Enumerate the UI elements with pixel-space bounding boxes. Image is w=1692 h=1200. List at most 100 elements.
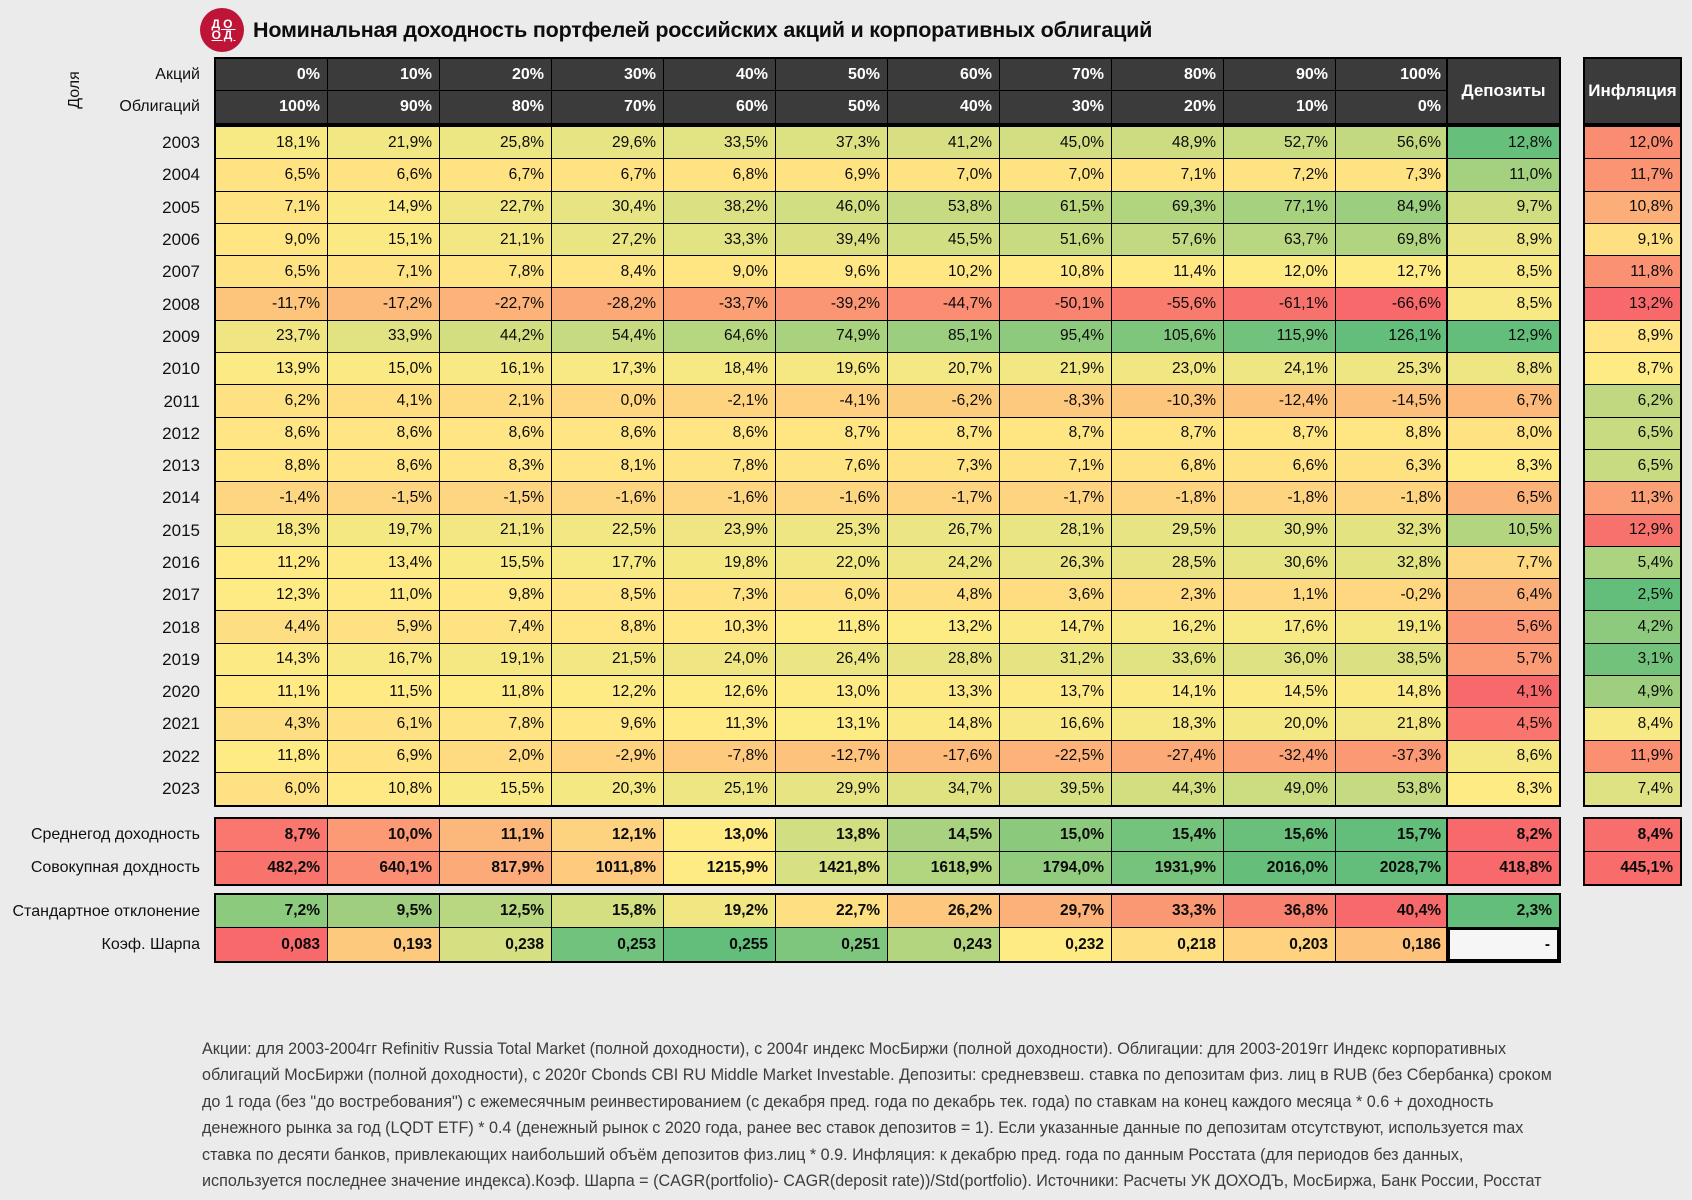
year-label: 2023 xyxy=(162,779,200,799)
return-cell: -1,7% xyxy=(1000,482,1112,515)
stocks-share-cell: 10% xyxy=(328,59,440,91)
summary-cell: 0,243 xyxy=(888,928,1000,961)
return-cell: -1,6% xyxy=(552,482,664,515)
return-cell: 15,5% xyxy=(440,546,552,580)
return-cell: 25,8% xyxy=(440,127,552,160)
summary-labels-risk: Стандартное отклонение Коэф. Шарпа xyxy=(0,893,207,961)
return-cell: 6,9% xyxy=(328,740,440,773)
return-cell: 25,3% xyxy=(1336,353,1448,386)
return-cell: -2,9% xyxy=(552,740,664,773)
return-cell: -22,7% xyxy=(440,288,552,321)
deposit-cell: 8,3% xyxy=(1448,772,1559,806)
return-cell: 15,5% xyxy=(440,772,552,806)
return-cell: 13,7% xyxy=(1000,676,1112,709)
stocks-share-cell: 100% xyxy=(1336,59,1448,91)
return-cell: 25,3% xyxy=(776,514,888,547)
return-cell: 19,1% xyxy=(440,643,552,677)
return-cell: 12,3% xyxy=(216,579,328,612)
return-cell: 8,5% xyxy=(552,579,664,612)
bonds-share-cell: 60% xyxy=(664,91,776,123)
dohod-logo-icon: ДО ОД xyxy=(200,8,244,52)
bonds-share-cell: 20% xyxy=(1112,91,1224,123)
deposit-cell: 12,9% xyxy=(1448,320,1559,354)
return-cell: 38,2% xyxy=(664,191,776,224)
summary-cell: 36,8% xyxy=(1224,895,1336,928)
inflation-column-header: Инфляция xyxy=(1583,57,1682,125)
return-cell: -50,1% xyxy=(1000,288,1112,321)
return-cell: 7,6% xyxy=(776,449,888,483)
return-cell: 95,4% xyxy=(1000,320,1112,354)
deposit-cell: 8,0% xyxy=(1448,417,1559,450)
year-label: 2019 xyxy=(162,649,200,669)
return-cell: 12,6% xyxy=(664,676,776,709)
return-cell: 30,6% xyxy=(1224,546,1336,580)
footnote-line: Акции: для 2003-2004гг Refinitiv Russia … xyxy=(202,1039,1507,1058)
year-label: 2015 xyxy=(162,520,200,540)
inflation-cell: 13,2% xyxy=(1585,288,1680,321)
return-cell: -32,4% xyxy=(1224,740,1336,773)
return-cell: 20,0% xyxy=(1224,708,1336,741)
bonds-share-cell: 10% xyxy=(1224,91,1336,123)
footnote: Акции: для 2003-2004гг Refinitiv Russia … xyxy=(202,1036,1552,1194)
return-cell: 11,1% xyxy=(216,676,328,709)
return-cell: 7,8% xyxy=(440,256,552,289)
return-cell: 33,9% xyxy=(328,320,440,354)
return-cell: 9,6% xyxy=(776,256,888,289)
year-label: 2014 xyxy=(162,488,200,508)
summary-cell: 1618,9% xyxy=(888,851,1000,884)
deposit-cell: 4,5% xyxy=(1448,708,1559,741)
return-cell: 4,4% xyxy=(216,611,328,644)
return-cell: 14,9% xyxy=(328,191,440,224)
summary-cell: 640,1% xyxy=(328,851,440,884)
summary-cell: 22,7% xyxy=(776,895,888,928)
return-cell: 22,5% xyxy=(552,514,664,547)
return-cell: 14,5% xyxy=(1224,676,1336,709)
return-cell: 10,8% xyxy=(1000,256,1112,289)
deposit-cell: 6,7% xyxy=(1448,385,1559,418)
return-cell: 19,7% xyxy=(328,514,440,547)
summary-cell: 1931,9% xyxy=(1112,851,1224,884)
return-cell: 6,3% xyxy=(1336,449,1448,483)
return-cell: -1,8% xyxy=(1112,482,1224,515)
return-cell: -1,5% xyxy=(440,482,552,515)
summary-cell: 0,203 xyxy=(1224,928,1336,961)
summary-deposit-cell: 8,2% xyxy=(1448,819,1559,852)
inflation-cell: 5,4% xyxy=(1585,546,1680,580)
return-cell: 6,5% xyxy=(216,159,328,192)
inflation-cell: 8,9% xyxy=(1585,320,1680,354)
summary-cell: 0,186 xyxy=(1336,928,1448,961)
year-label: 2021 xyxy=(162,714,200,734)
year-labels-column: 2003 2004 2005 2006 2007 2008 2009 2010 2011 2012… xyxy=(0,125,207,805)
return-cell: 7,1% xyxy=(1112,159,1224,192)
summary-cell: 482,2% xyxy=(216,851,328,884)
return-cell: 29,6% xyxy=(552,127,664,160)
return-cell: -1,6% xyxy=(776,482,888,515)
return-cell: 51,6% xyxy=(1000,223,1112,257)
return-cell: 8,6% xyxy=(328,417,440,450)
return-cell: 21,5% xyxy=(552,643,664,677)
return-cell: -61,1% xyxy=(1224,288,1336,321)
return-cell: -12,7% xyxy=(776,740,888,773)
return-cell: 9,6% xyxy=(552,708,664,741)
return-cell: 6,5% xyxy=(216,256,328,289)
return-cell: 33,6% xyxy=(1112,643,1224,677)
stocks-row-label: Акций xyxy=(155,66,200,83)
return-cell: 8,4% xyxy=(552,256,664,289)
sharpe-deposit-dash-cell: - xyxy=(1448,928,1559,961)
return-cell: 13,4% xyxy=(328,546,440,580)
summary-cell: 29,7% xyxy=(1000,895,1112,928)
return-cell: 48,9% xyxy=(1112,127,1224,160)
return-cell: 24,1% xyxy=(1224,353,1336,386)
return-cell: 10,8% xyxy=(328,772,440,806)
return-cell: 8,6% xyxy=(440,417,552,450)
inflation-cell: 10,8% xyxy=(1585,191,1680,224)
return-cell: 33,5% xyxy=(664,127,776,160)
return-cell: 1,1% xyxy=(1224,579,1336,612)
return-cell: 8,7% xyxy=(776,417,888,450)
return-cell: 21,1% xyxy=(440,223,552,257)
return-cell: 32,3% xyxy=(1336,514,1448,547)
return-cell: 8,7% xyxy=(1224,417,1336,450)
summary-cell: 19,2% xyxy=(664,895,776,928)
return-cell: 6,0% xyxy=(216,772,328,806)
summary-row-label: Совокупная дохдность xyxy=(30,858,200,876)
